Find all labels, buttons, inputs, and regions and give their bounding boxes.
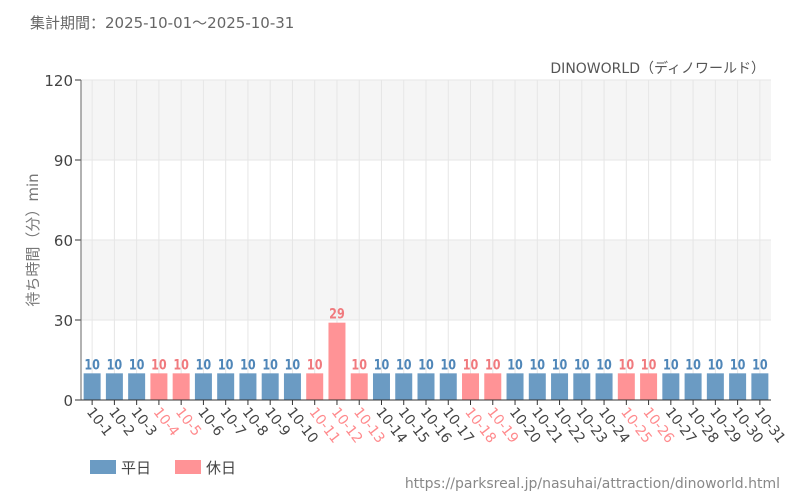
data-label: 10 xyxy=(663,356,679,373)
data-label: 10 xyxy=(285,356,301,373)
bar-10-22 xyxy=(551,373,569,400)
bar-10-15 xyxy=(395,373,413,400)
data-label: 10 xyxy=(708,356,724,373)
y-tick-label: 60 xyxy=(54,232,73,250)
data-label: 10 xyxy=(619,356,635,373)
source-url: https://parksreal.jp/nasuhai/attraction/… xyxy=(405,476,780,492)
data-label: 10 xyxy=(129,356,145,373)
y-tick-label: 120 xyxy=(44,72,73,90)
bar-10-7 xyxy=(217,373,235,400)
bar-10-25 xyxy=(617,373,635,400)
bar-10-30 xyxy=(729,373,747,400)
bar-10-27 xyxy=(662,373,680,400)
bar-10-31 xyxy=(751,373,769,400)
bar-10-20 xyxy=(506,373,524,400)
data-label: 10 xyxy=(240,356,256,373)
bar-10-19 xyxy=(484,373,502,400)
data-label: 10 xyxy=(752,356,768,373)
legend-swatch xyxy=(90,460,116,474)
data-label: 10 xyxy=(351,356,367,373)
legend-label: 休日 xyxy=(206,459,236,477)
data-label: 10 xyxy=(396,356,412,373)
data-label: 10 xyxy=(463,356,479,373)
data-label: 10 xyxy=(107,356,123,373)
data-label: 10 xyxy=(440,356,456,373)
bar-10-2 xyxy=(105,373,123,400)
data-label: 10 xyxy=(596,356,612,373)
y-tick-label: 90 xyxy=(54,152,73,170)
y-tick-label: 0 xyxy=(63,392,73,410)
data-label: 10 xyxy=(84,356,100,373)
data-label: 10 xyxy=(530,356,546,373)
data-label: 10 xyxy=(374,356,390,373)
y-tick-label: 30 xyxy=(54,312,73,330)
bar-10-17 xyxy=(439,373,457,400)
bar-10-1 xyxy=(83,373,101,400)
data-label: 10 xyxy=(196,356,212,373)
bar-10-6 xyxy=(194,373,212,400)
bar-10-26 xyxy=(640,373,658,400)
legend-label: 平日 xyxy=(121,459,151,477)
bar-10-12 xyxy=(328,322,346,400)
y-axis-label: 待ち時間（分）min xyxy=(24,173,42,306)
legend-swatch xyxy=(175,460,201,474)
plot-area: 03060901201010-11010-21010-31010-41010-5… xyxy=(44,72,788,447)
bar-10-14 xyxy=(372,373,390,400)
data-label: 10 xyxy=(151,356,167,373)
data-label: 10 xyxy=(685,356,701,373)
bar-10-23 xyxy=(573,373,591,400)
chart-subtitle: DINOWORLD（ディノワールド） xyxy=(550,60,765,77)
data-label: 10 xyxy=(262,356,278,373)
data-label: 29 xyxy=(329,305,345,322)
data-label: 10 xyxy=(485,356,501,373)
bar-10-9 xyxy=(261,373,279,400)
data-label: 10 xyxy=(418,356,434,373)
period-label: 集計期間：2025-10-01〜2025-10-31 xyxy=(30,14,294,32)
bar-10-16 xyxy=(417,373,435,400)
bar-10-11 xyxy=(306,373,324,400)
bar-10-29 xyxy=(706,373,724,400)
bar-10-5 xyxy=(172,373,190,400)
bar-10-24 xyxy=(595,373,613,400)
data-label: 10 xyxy=(218,356,234,373)
bar-10-18 xyxy=(462,373,480,400)
data-label: 10 xyxy=(641,356,657,373)
bar-10-28 xyxy=(684,373,702,400)
data-label: 10 xyxy=(307,356,323,373)
bar-10-10 xyxy=(283,373,301,400)
data-label: 10 xyxy=(574,356,590,373)
legend: 平日 休日 xyxy=(90,459,236,477)
bar-10-8 xyxy=(239,373,257,400)
data-label: 10 xyxy=(173,356,189,373)
data-label: 10 xyxy=(507,356,523,373)
data-label: 10 xyxy=(552,356,568,373)
bar-10-3 xyxy=(128,373,146,400)
bar-10-21 xyxy=(528,373,546,400)
bar-10-13 xyxy=(350,373,368,400)
data-label: 10 xyxy=(730,356,746,373)
bar-10-4 xyxy=(150,373,168,400)
